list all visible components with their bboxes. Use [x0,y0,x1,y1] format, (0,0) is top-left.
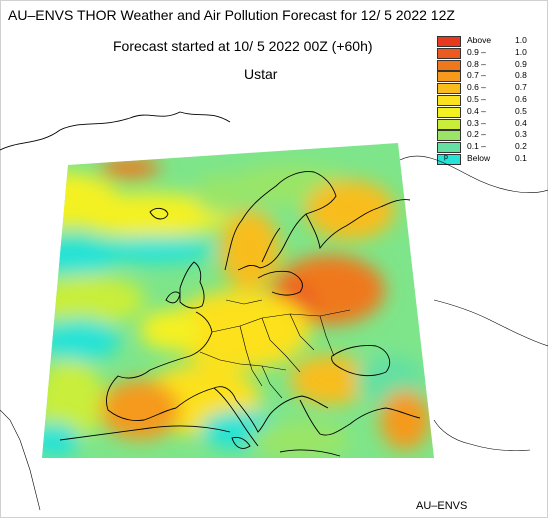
legend-row: 0.7 – 0.8 [437,70,547,83]
legend-swatch [437,142,461,154]
legend-label: Above [467,35,492,45]
legend-label: 0.9 – [467,46,486,57]
legend-label: 0.6 – [467,82,486,93]
legend-row: 0.4 – 0.5 [437,105,547,119]
legend-label: 0.1 – [467,141,486,152]
color-legend: Above 1.0 0.9 – 1.0 0.8 – 0.9 0.7 – 0.8 … [437,35,547,166]
legend-row: 0.2 – 0.3 [437,129,547,142]
legend-value: 0.4 [515,117,527,128]
legend-swatch [437,94,461,106]
forecast-start: Forecast started at 10/ 5 2022 00Z (+60h… [113,38,373,54]
parameter-name: Ustar [244,66,278,82]
legend-marker: p [444,153,448,161]
legend-row: p Below 0.1 [437,152,547,166]
legend-row: 0.8 – 0.9 [437,58,547,72]
legend-swatch [437,71,461,83]
legend-value: 0.3 [515,129,527,140]
ustar-field [42,143,434,458]
legend-label: 0.5 – [467,93,486,104]
forecast-title: AU–ENVS THOR Weather and Air Pollution F… [8,7,455,23]
legend-swatch [437,47,461,59]
legend-value: 0.6 [515,93,527,104]
legend-value: 0.7 [515,82,527,93]
legend-swatch [437,36,461,47]
legend-value: 0.9 [515,58,527,69]
legend-value: 1.0 [515,46,527,57]
country-borders [199,299,351,399]
legend-swatch: p [437,153,461,165]
legend-row: 0.1 – 0.2 [437,141,547,154]
legend-swatch [437,130,461,142]
legend-swatch [437,83,461,95]
legend-swatch [437,59,461,71]
legend-label: 0.3 – [467,117,486,128]
legend-swatch [437,106,461,118]
legend-value: 1.0 [515,35,527,45]
legend-row: Above 1.0 [437,35,547,48]
legend-row: 0.9 – 1.0 [437,46,547,60]
legend-row: 0.5 – 0.6 [437,93,547,107]
legend-row: 0.3 – 0.4 [437,117,547,131]
legend-value: 0.5 [515,105,527,116]
credit-label: AU–ENVS [416,500,468,512]
legend-label: 0.8 – [467,58,486,69]
coastlines [0,111,421,457]
domain-outside-coast [0,155,548,511]
legend-swatch [437,118,461,130]
legend-label: Below [467,152,491,163]
legend-value: 0.8 [515,70,527,81]
legend-label: 0.4 – [467,105,486,116]
legend-value: 0.1 [515,152,527,163]
legend-label: 0.7 – [467,70,486,81]
legend-label: 0.2 – [467,129,486,140]
legend-row: 0.6 – 0.7 [437,82,547,95]
legend-value: 0.2 [515,141,527,152]
